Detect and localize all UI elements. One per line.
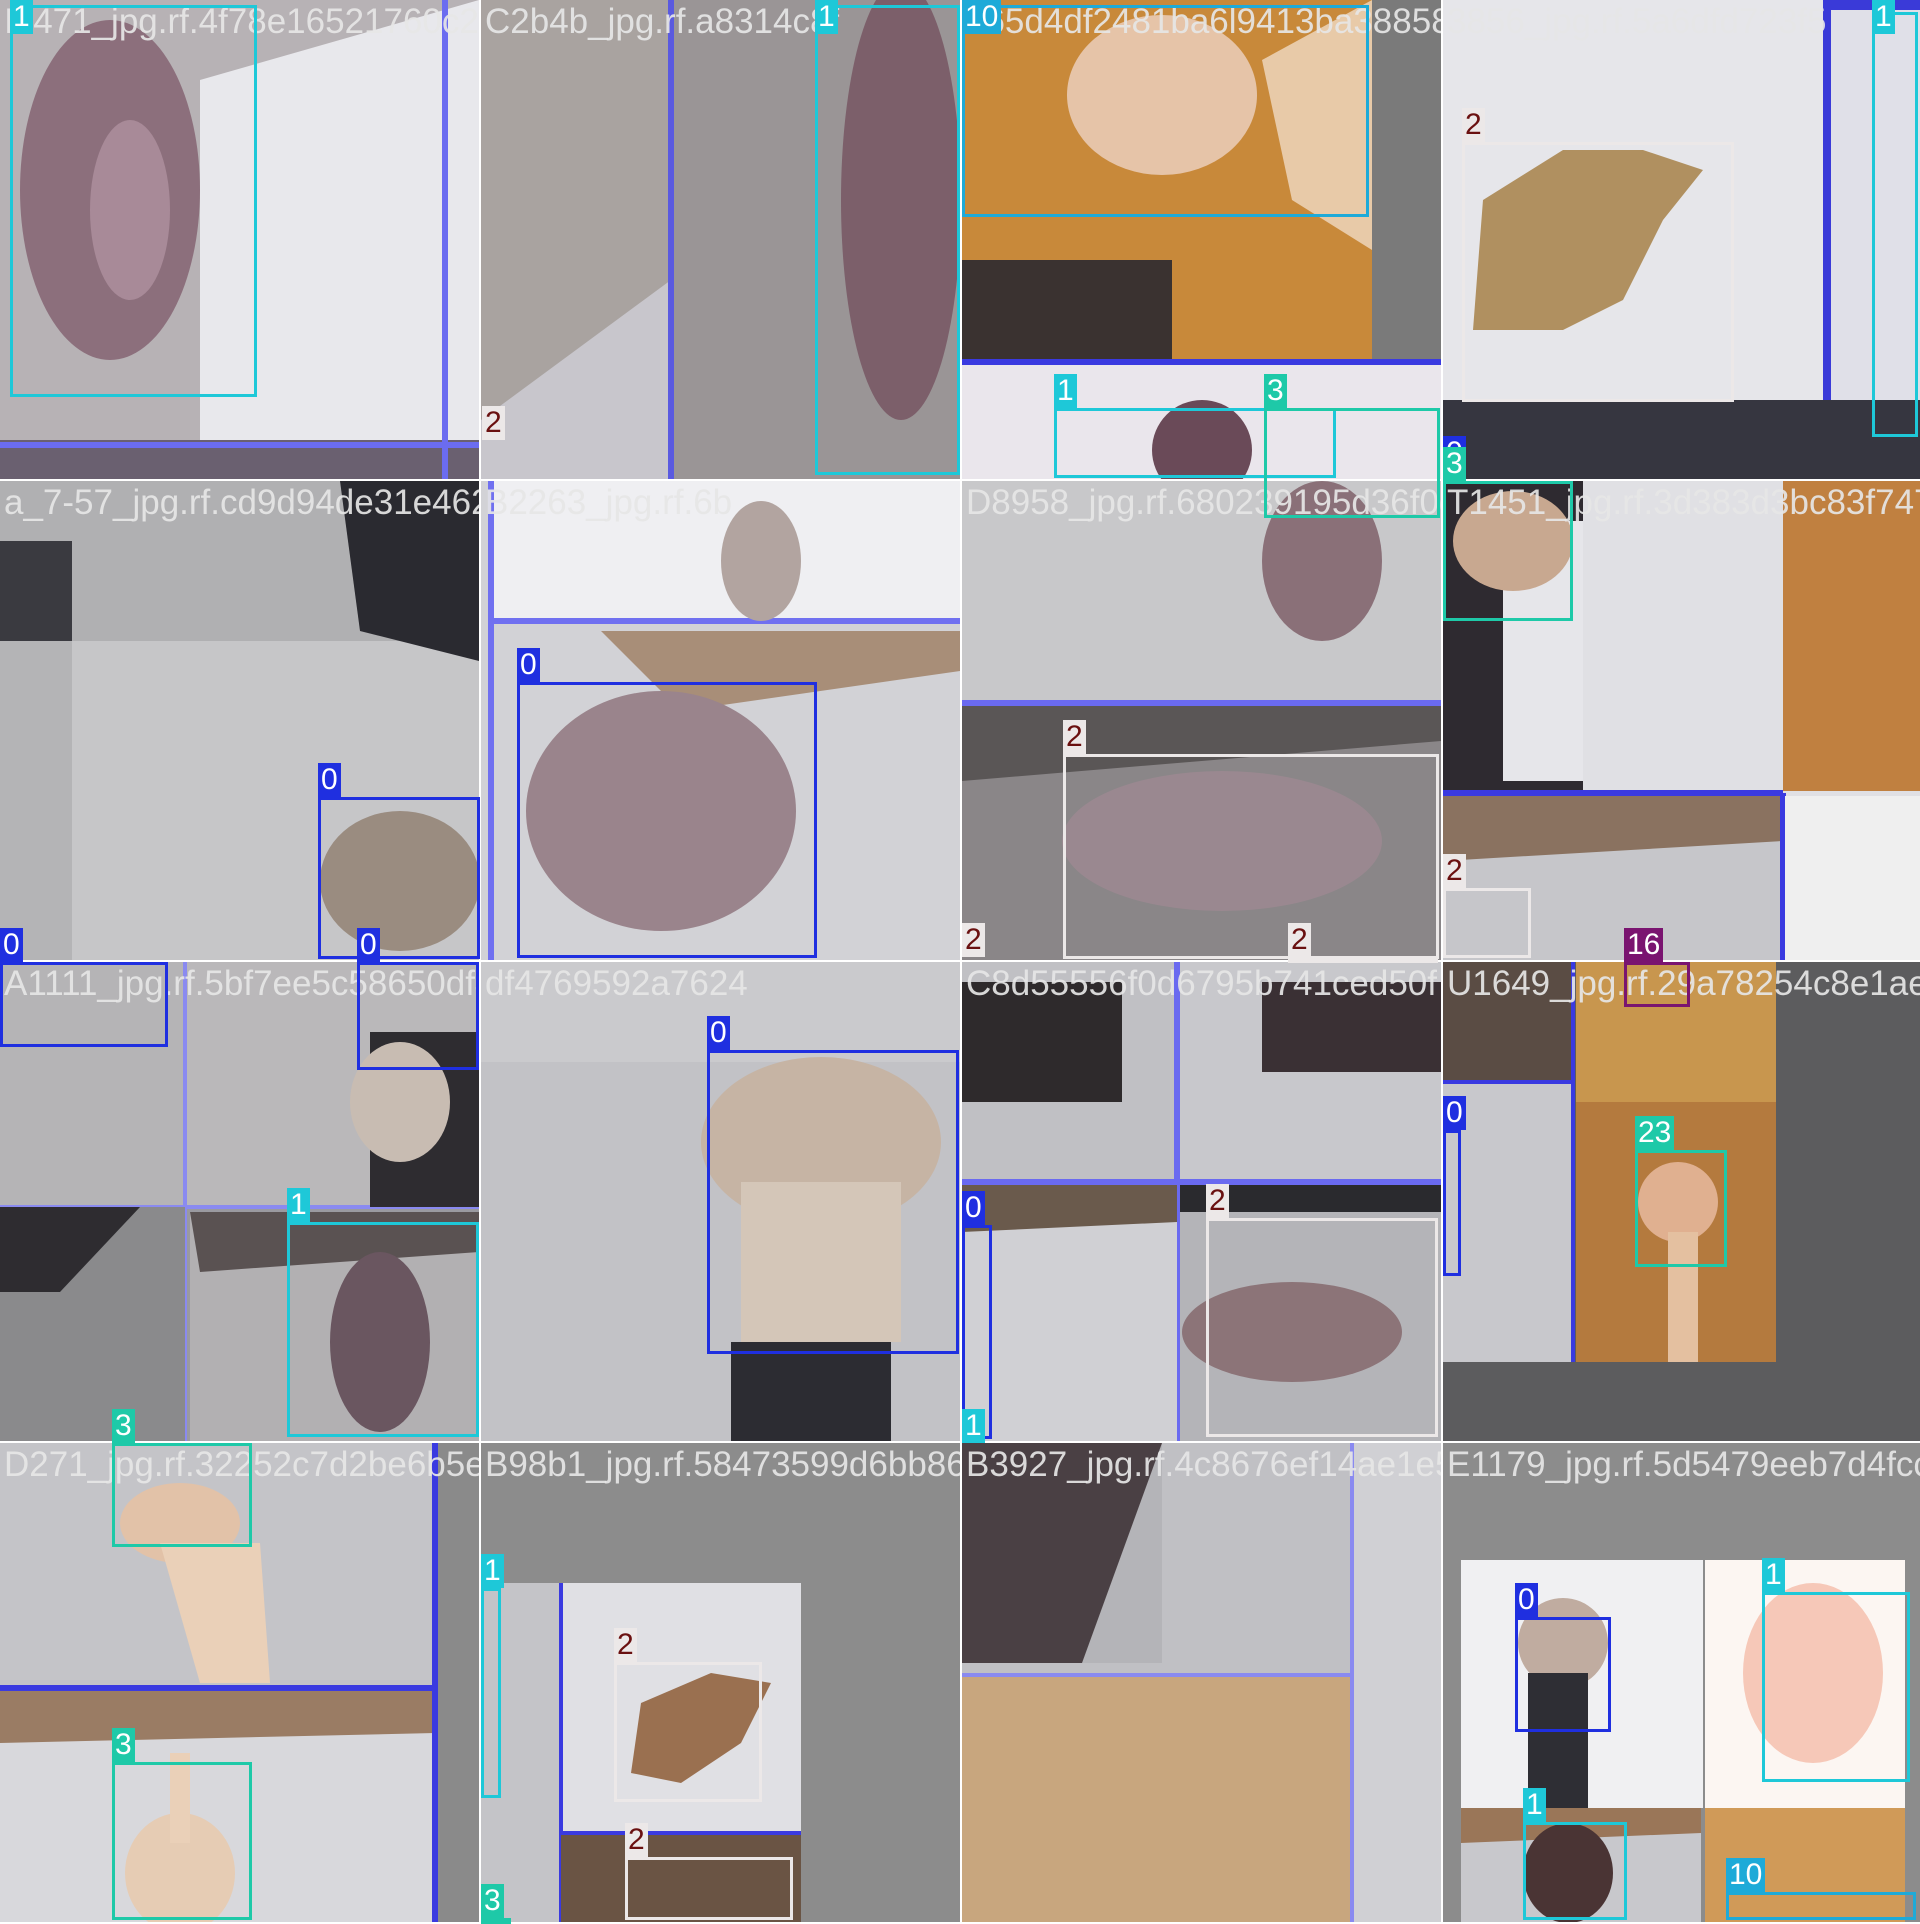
tile-14-photo bbox=[481, 1443, 960, 1922]
detection-label: 3 bbox=[112, 1728, 135, 1762]
detection-box bbox=[112, 1762, 252, 1920]
detection-box bbox=[614, 1662, 762, 1802]
detection-box bbox=[1515, 1617, 1611, 1732]
detection-box bbox=[1523, 1822, 1627, 1920]
detection-label: 0 bbox=[357, 928, 380, 962]
detection-box bbox=[1063, 754, 1439, 959]
tile-1-photo bbox=[0, 0, 479, 479]
detection-box bbox=[962, 1225, 992, 1439]
tile-12-photo bbox=[1443, 962, 1920, 1441]
detection-label: 0 bbox=[318, 763, 341, 797]
detection-box bbox=[1726, 1892, 1916, 1920]
detection-label: 0 bbox=[1515, 1583, 1538, 1617]
tile-13: D271_jpg.rf.32252c7d2be6b5e8b bbox=[0, 1443, 479, 1922]
detection-box bbox=[625, 1857, 793, 1920]
detection-box bbox=[10, 5, 257, 397]
detection-label: 2 bbox=[1462, 108, 1485, 142]
detection-label: 1 bbox=[1762, 1558, 1785, 1592]
detection-label: 3 bbox=[112, 1409, 135, 1443]
detection-label: 16 bbox=[1624, 928, 1664, 962]
detection-box bbox=[1206, 1218, 1438, 1437]
detection-box bbox=[1264, 408, 1440, 518]
tile-15: B3927_jpg.rf.4c8676ef14ae1e5 bbox=[962, 1443, 1441, 1922]
tile-16-photo bbox=[1443, 1443, 1920, 1922]
detection-label: 3 bbox=[481, 1884, 504, 1918]
detection-label: 2 bbox=[1288, 923, 1311, 957]
detection-label: 10 bbox=[1726, 1858, 1766, 1892]
detection-label: 2 bbox=[1063, 720, 1086, 754]
detection-box bbox=[1443, 888, 1531, 958]
tile-3-photo bbox=[962, 0, 1441, 479]
tile-6-photo bbox=[481, 481, 960, 960]
tile-5-photo bbox=[0, 481, 479, 960]
detection-label: 0 bbox=[962, 1191, 985, 1225]
detection-box bbox=[1054, 408, 1336, 478]
tile-2-photo bbox=[481, 0, 960, 479]
tile-2: C2b4b_jpg.rf.a8314c8f bbox=[481, 0, 960, 479]
tile-12: U1649_jpg.rf.29a78254c8e1ae281 bbox=[1443, 962, 1920, 1441]
tile-13-photo bbox=[0, 1443, 479, 1922]
detection-box bbox=[815, 5, 960, 475]
detection-label: 1 bbox=[1054, 374, 1077, 408]
detection-label: 1 bbox=[481, 1554, 504, 1588]
tile-9-photo bbox=[0, 962, 479, 1441]
detection-label: 1 bbox=[815, 0, 838, 34]
tile-15-photo bbox=[962, 1443, 1441, 1922]
detection-label: 2 bbox=[625, 1823, 648, 1857]
detection-label: 1 bbox=[1523, 1788, 1546, 1822]
detection-label: 2 bbox=[614, 1628, 637, 1662]
detection-box bbox=[1635, 1150, 1727, 1267]
detection-box bbox=[481, 1588, 501, 1798]
tile-8: T1451_jpg.rf.3d383d3bc83f747 bbox=[1443, 481, 1920, 960]
detection-box bbox=[0, 962, 168, 1047]
detection-box bbox=[1462, 142, 1734, 402]
detection-box bbox=[1624, 962, 1690, 1007]
detection-box bbox=[287, 1222, 479, 1437]
detection-box bbox=[1872, 12, 1918, 437]
detection-box bbox=[481, 1918, 511, 1924]
detection-box bbox=[357, 962, 479, 1070]
tile-1: I2471_jpg.rf.4f78e16521760c2541c6i2481d3… bbox=[0, 0, 479, 479]
detection-label: 10 bbox=[962, 0, 1002, 34]
detection-label: 2 bbox=[482, 406, 505, 440]
detection-label: 0 bbox=[517, 648, 540, 682]
detection-label: 2 bbox=[962, 923, 985, 957]
detection-label: 2 bbox=[1206, 1184, 1229, 1218]
detection-box bbox=[1288, 957, 1438, 963]
detection-box bbox=[318, 797, 480, 959]
tile-11: C8d55556f0d6795b741ced50f bbox=[962, 962, 1441, 1441]
tile-9: A1111_jpg.rf.5bf7ee5c58650df4769592a7724… bbox=[0, 962, 479, 1441]
tile-11-photo bbox=[962, 962, 1441, 1441]
detection-box bbox=[707, 1050, 959, 1354]
tile-14: B98b1_jpg.rf.58473599d6bb86b bbox=[481, 1443, 960, 1922]
detection-box bbox=[1443, 1130, 1461, 1276]
tile-7-photo bbox=[962, 481, 1441, 960]
detection-box bbox=[517, 682, 817, 958]
detection-box bbox=[962, 5, 1369, 217]
detection-label: 0 bbox=[0, 928, 23, 962]
detection-label: 1 bbox=[962, 1409, 985, 1443]
detection-label: 0 bbox=[707, 1016, 730, 1050]
detection-box bbox=[1443, 481, 1573, 621]
detection-label: 1 bbox=[1872, 0, 1895, 34]
detection-box bbox=[1762, 1592, 1910, 1782]
detection-label: 23 bbox=[1635, 1116, 1675, 1150]
tile-5: a_7-57_jpg.rf.cd9d94de31e462263aijdd6024… bbox=[0, 481, 479, 960]
detection-label: 2 bbox=[1443, 854, 1466, 888]
detection-label: 3 bbox=[1264, 374, 1287, 408]
detection-label: 1 bbox=[10, 0, 33, 34]
tile-16: E1179_jpg.rf.5d5479eeb7d4fcc29e bbox=[1443, 1443, 1920, 1922]
detection-label: 3 bbox=[1443, 447, 1466, 481]
tile-8-photo bbox=[1443, 481, 1920, 960]
detection-label: 0 bbox=[1443, 1096, 1466, 1130]
detection-label: 1 bbox=[287, 1188, 310, 1222]
detection-box bbox=[112, 1443, 252, 1547]
